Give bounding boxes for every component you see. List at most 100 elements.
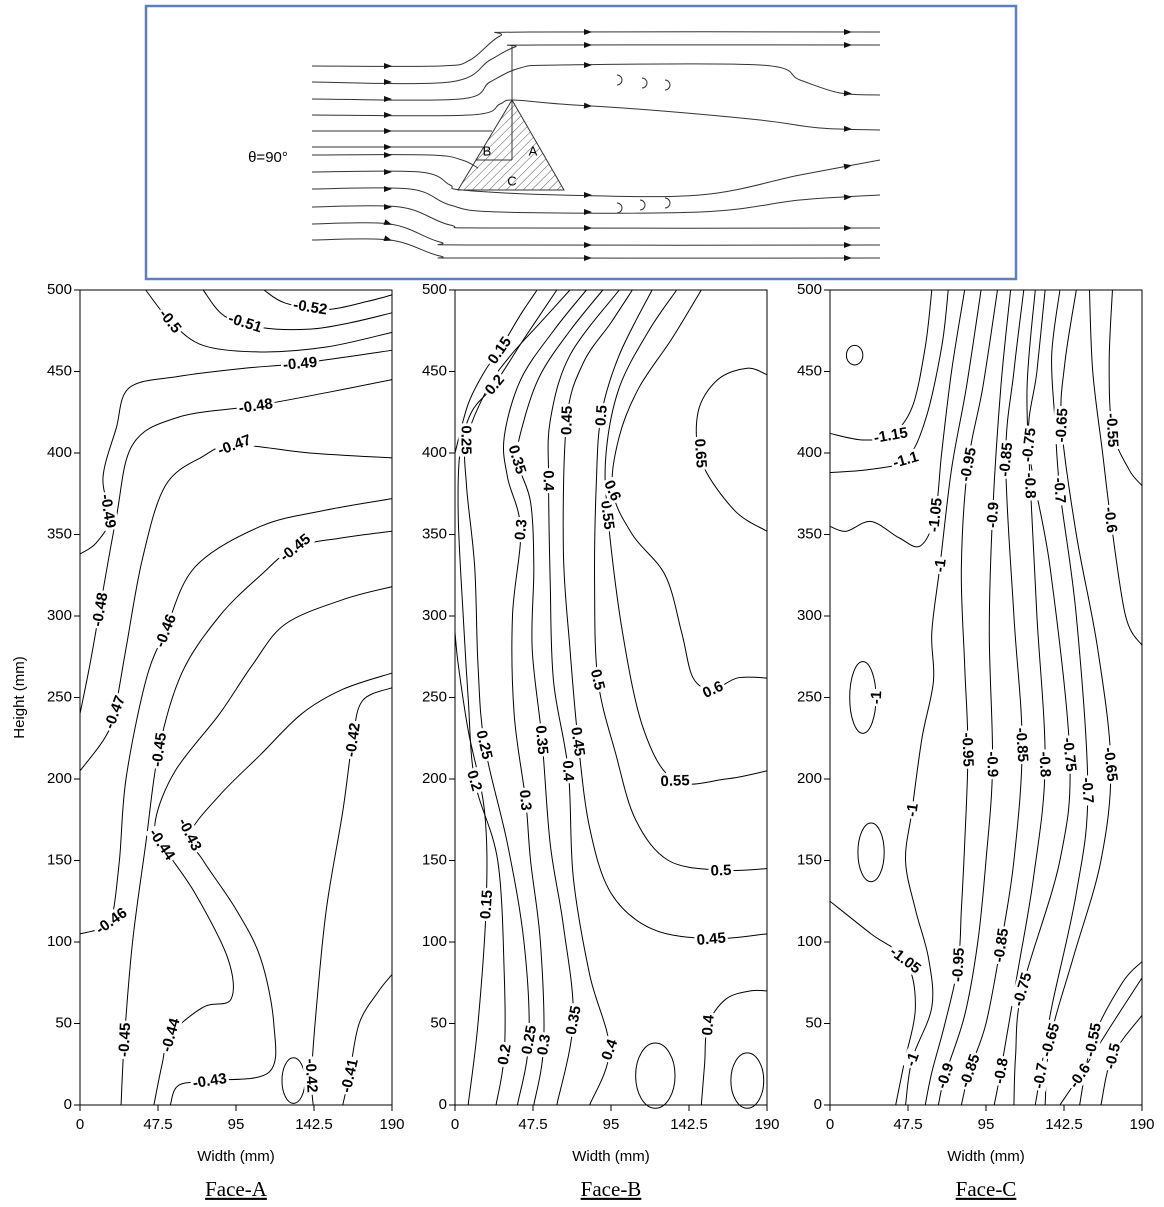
contour-label: -0.8 (990, 1054, 1012, 1087)
contour-label: -0.75 (1018, 424, 1040, 465)
contour-label-text: 0.15 (477, 889, 496, 919)
label-background (925, 495, 946, 535)
contour-label-text: -0.45 (115, 1022, 134, 1057)
contour-label: 0.2 (494, 1040, 515, 1069)
contour-line (502, 289, 587, 1106)
label-background (157, 1014, 184, 1056)
label-background (1100, 744, 1121, 785)
contour-label-text: -0.9 (984, 502, 1003, 529)
label-background (1021, 470, 1039, 501)
contour-label: -1 (901, 1048, 923, 1071)
arrowhead (584, 192, 592, 198)
contour-label: -0.5 (154, 304, 186, 338)
y-tick-label: 0 (814, 1096, 822, 1113)
label-background (494, 1040, 515, 1069)
streamline (311, 222, 881, 246)
contour-label: 0.3 (511, 516, 531, 543)
contour-label: 0.15 (483, 332, 516, 369)
x-tick-label: 0 (826, 1116, 834, 1133)
contour-label-text: 0.3 (516, 789, 535, 811)
contour-label: -0.9 (983, 499, 1003, 531)
label-background (150, 609, 180, 652)
arrowhead (384, 186, 392, 192)
label-background (154, 304, 186, 338)
label-background (1101, 504, 1121, 536)
arrowhead (584, 242, 592, 248)
contour-label: -0.48 (235, 395, 276, 417)
arrowhead (584, 209, 592, 215)
contour-label: 0.25 (518, 1022, 540, 1058)
contour-label: -0.48 (88, 589, 112, 630)
chart-title: Face-C (956, 1177, 1017, 1201)
x-tick-label: 47.5 (143, 1116, 172, 1133)
contour-line (516, 289, 604, 1106)
x-tick-label: 0 (76, 1116, 84, 1133)
y-tick-label: 350 (47, 525, 72, 542)
diagram-frame (144, 4, 1018, 281)
contour-label-text: 0.5 (710, 862, 731, 880)
contour-label-text: -0.9 (983, 751, 1001, 777)
contour-label: -0.43 (189, 1069, 230, 1092)
x-tick-label: 47.5 (893, 1116, 922, 1133)
label-background (558, 403, 576, 438)
contour-label: 0.15 (477, 887, 496, 922)
contour-label: -0.9 (983, 749, 1001, 780)
contour-label: 0.4 (539, 468, 557, 494)
y-tick-label: 400 (47, 444, 72, 461)
label-background (511, 516, 530, 543)
y-tick-label: 50 (55, 1014, 72, 1031)
y-tick-label: 400 (797, 444, 822, 461)
label-background (1009, 968, 1036, 1010)
label-background (540, 468, 557, 494)
contour-label-text: -0.65 (1100, 746, 1121, 782)
streamline (311, 238, 881, 259)
contour-line (562, 289, 768, 940)
arrowhead (384, 169, 392, 175)
contour-line (1088, 289, 1143, 646)
label-background (959, 730, 977, 770)
contour-label: -1.05 (885, 942, 926, 978)
label-background (473, 726, 497, 763)
contour-label-text: -1.15 (873, 424, 910, 447)
y-tick-label: 350 (797, 525, 822, 542)
label-background (587, 665, 609, 694)
contour-label: -0.55 (1103, 410, 1122, 450)
arrowhead (844, 29, 852, 35)
label-background (463, 766, 486, 795)
eddy (664, 197, 671, 209)
contour-label-text: 0.45 (696, 929, 727, 948)
contour-label-text: 0.3 (534, 1033, 554, 1056)
face-label: B (483, 143, 492, 158)
contour-label: -0.7 (1078, 774, 1097, 806)
x-tick-label: 142.5 (1045, 1116, 1083, 1133)
contour-label-text: 0.25 (458, 425, 475, 454)
contour-line (79, 498, 393, 935)
label-background (559, 758, 577, 784)
contour-label: 0.4 (559, 758, 577, 784)
label-background (693, 929, 729, 949)
eddy (639, 199, 646, 211)
label-background (562, 1002, 585, 1039)
y-tick-label: 150 (47, 851, 72, 868)
label-background (931, 555, 949, 576)
label-background (280, 353, 320, 373)
contour-label-text: 0.25 (518, 1024, 540, 1056)
y-tick-label: 200 (47, 770, 72, 787)
contour-label: -0.44 (144, 823, 180, 865)
contour-label: 0.5 (587, 665, 609, 694)
contour-line (829, 289, 966, 548)
contour-label: 0.55 (658, 772, 692, 790)
label-background (1018, 424, 1039, 465)
label-background (532, 722, 552, 758)
arrowhead (844, 225, 852, 231)
label-background (533, 1031, 554, 1059)
chart-title: Face-A (205, 1177, 268, 1201)
contour-label-text: -0.85 (990, 927, 1012, 963)
eddy (664, 79, 671, 91)
label-background (483, 332, 516, 369)
x-tick-label: 190 (1129, 1116, 1154, 1133)
x-tick-label: 0 (451, 1116, 459, 1133)
streamline (311, 154, 479, 169)
label-background (888, 447, 923, 472)
contour-line (829, 289, 933, 441)
